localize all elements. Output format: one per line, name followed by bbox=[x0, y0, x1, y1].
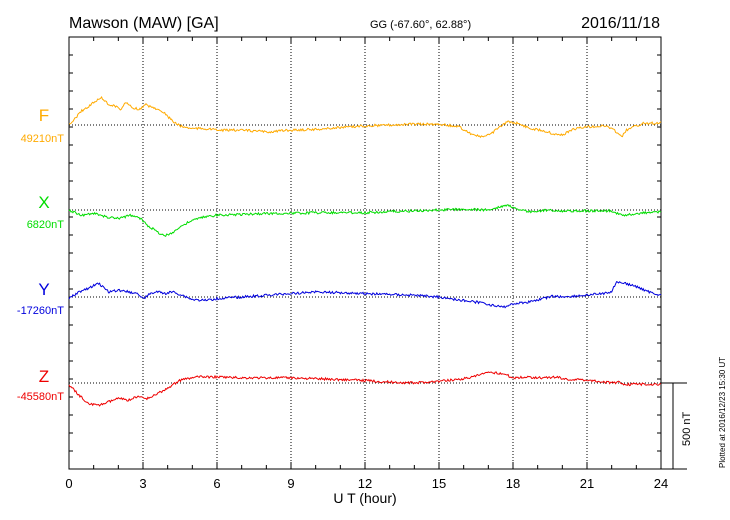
x-tick-label: 0 bbox=[65, 476, 72, 491]
series-name-x: X bbox=[38, 193, 49, 212]
x-tick-label: 12 bbox=[358, 476, 372, 491]
ticks-layer: 0 3 6 9 12 15 18 21 24 bbox=[65, 37, 668, 491]
scale-bar: 500 nT bbox=[661, 382, 693, 470]
series-layer bbox=[68, 95, 662, 407]
station-title: Mawson (MAW) [GA] bbox=[69, 15, 219, 32]
x-tick-label: 3 bbox=[139, 476, 146, 491]
series-line-z bbox=[68, 371, 662, 407]
x-tick-label: 21 bbox=[580, 476, 594, 491]
series-baseline-x: 6820nT bbox=[27, 219, 65, 231]
scale-bar-label: 500 nT bbox=[681, 411, 693, 446]
x-tick-label: 6 bbox=[213, 476, 220, 491]
series-name-y: Y bbox=[38, 280, 49, 299]
series-line-f bbox=[69, 95, 662, 139]
x-tick-label: 9 bbox=[287, 476, 294, 491]
series-baseline-y: -17260nT bbox=[17, 305, 64, 317]
series-line-x bbox=[68, 204, 662, 237]
labels-layer: F 49210nT X 6820nT Y -17260nT Z -45580nT bbox=[17, 106, 64, 403]
x-tick-label: 24 bbox=[654, 476, 668, 491]
x-axis-label: U T (hour) bbox=[333, 490, 396, 506]
grid-layer bbox=[69, 37, 661, 469]
series-baseline-z: -45580nT bbox=[17, 391, 64, 403]
x-tick-label: 18 bbox=[506, 476, 520, 491]
series-line-y bbox=[68, 281, 662, 309]
date-label: 2016/11/18 bbox=[581, 15, 660, 32]
series-name-z: Z bbox=[39, 367, 49, 386]
series-baseline-f: 49210nT bbox=[21, 133, 65, 145]
coordinates-label: GG (-67.60°, 62.88°) bbox=[370, 19, 471, 31]
series-name-f: F bbox=[39, 106, 49, 125]
plotted-timestamp: Plotted at 2016/12/23 15:30 UT bbox=[718, 357, 727, 468]
x-tick-label: 15 bbox=[432, 476, 446, 491]
